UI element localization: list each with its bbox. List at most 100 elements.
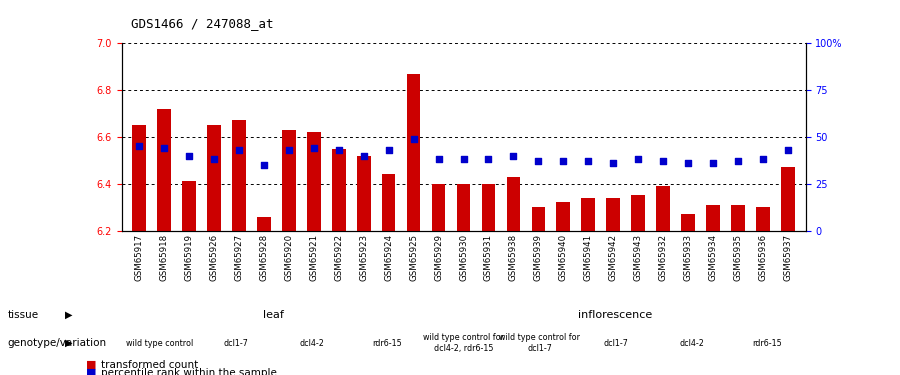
Text: inflorescence: inflorescence bbox=[579, 310, 652, 320]
Text: GSM65938: GSM65938 bbox=[508, 234, 518, 281]
Text: GSM65936: GSM65936 bbox=[759, 234, 768, 281]
Point bbox=[131, 143, 146, 149]
Bar bbox=[356, 156, 371, 231]
Point bbox=[706, 160, 720, 166]
Point bbox=[231, 147, 246, 153]
Text: wild type control for
dcl4-2, rdr6-15: wild type control for dcl4-2, rdr6-15 bbox=[423, 333, 504, 353]
Bar bbox=[282, 130, 295, 231]
Point bbox=[356, 153, 371, 159]
Text: rdr6-15: rdr6-15 bbox=[752, 339, 782, 348]
Bar bbox=[456, 184, 471, 231]
Text: GSM65923: GSM65923 bbox=[359, 234, 368, 281]
Point bbox=[482, 156, 496, 162]
Text: ▶: ▶ bbox=[65, 310, 72, 320]
Text: genotype/variation: genotype/variation bbox=[7, 338, 106, 348]
Point bbox=[781, 147, 796, 153]
Point bbox=[331, 147, 346, 153]
Text: GSM65929: GSM65929 bbox=[434, 234, 443, 281]
Text: GSM65924: GSM65924 bbox=[384, 234, 393, 281]
Text: ■: ■ bbox=[86, 360, 96, 369]
Point bbox=[581, 158, 596, 164]
Bar bbox=[681, 214, 695, 231]
Bar bbox=[532, 207, 545, 231]
Text: ▶: ▶ bbox=[65, 338, 72, 348]
Point bbox=[556, 158, 571, 164]
Text: GSM65939: GSM65939 bbox=[534, 234, 543, 281]
Point bbox=[431, 156, 446, 162]
Point bbox=[631, 156, 645, 162]
Bar bbox=[332, 148, 346, 231]
Point bbox=[731, 158, 745, 164]
Point bbox=[681, 160, 696, 166]
Text: GSM65930: GSM65930 bbox=[459, 234, 468, 281]
Text: tissue: tissue bbox=[7, 310, 39, 320]
Text: leaf: leaf bbox=[263, 310, 284, 320]
Point bbox=[756, 156, 770, 162]
Bar bbox=[407, 74, 420, 231]
Text: GSM65937: GSM65937 bbox=[784, 234, 793, 281]
Text: GSM65935: GSM65935 bbox=[734, 234, 742, 281]
Text: GSM65922: GSM65922 bbox=[334, 234, 343, 281]
Text: dcl4-2: dcl4-2 bbox=[680, 339, 704, 348]
Bar bbox=[731, 205, 745, 231]
Bar bbox=[182, 182, 196, 231]
Text: GSM65926: GSM65926 bbox=[210, 234, 219, 281]
Bar bbox=[706, 205, 720, 231]
Point bbox=[456, 156, 471, 162]
Point bbox=[207, 156, 221, 162]
Point bbox=[282, 147, 296, 153]
Bar bbox=[482, 184, 495, 231]
Bar bbox=[632, 195, 645, 231]
Text: wild type control for
dcl1-7: wild type control for dcl1-7 bbox=[499, 333, 580, 353]
Point bbox=[407, 136, 421, 142]
Point bbox=[531, 158, 545, 164]
Text: GSM65925: GSM65925 bbox=[410, 234, 418, 281]
Point bbox=[656, 158, 670, 164]
Text: GSM65928: GSM65928 bbox=[259, 234, 268, 281]
Text: transformed count: transformed count bbox=[101, 360, 198, 369]
Text: dcl1-7: dcl1-7 bbox=[223, 339, 248, 348]
Text: GSM65934: GSM65934 bbox=[708, 234, 717, 281]
Text: GSM65920: GSM65920 bbox=[284, 234, 293, 281]
Text: dcl1-7: dcl1-7 bbox=[603, 339, 628, 348]
Text: wild type control: wild type control bbox=[126, 339, 194, 348]
Bar bbox=[756, 207, 770, 231]
Text: rdr6-15: rdr6-15 bbox=[373, 339, 402, 348]
Bar bbox=[307, 132, 320, 231]
Text: GSM65941: GSM65941 bbox=[584, 234, 593, 281]
Text: GSM65932: GSM65932 bbox=[659, 234, 668, 281]
Bar bbox=[781, 167, 795, 231]
Point bbox=[506, 153, 520, 159]
Bar bbox=[581, 198, 595, 231]
Text: dcl4-2: dcl4-2 bbox=[299, 339, 324, 348]
Text: GSM65943: GSM65943 bbox=[634, 234, 643, 281]
Text: GSM65933: GSM65933 bbox=[684, 234, 693, 281]
Point bbox=[382, 147, 396, 153]
Text: GSM65942: GSM65942 bbox=[608, 234, 617, 281]
Text: GSM65919: GSM65919 bbox=[184, 234, 194, 281]
Text: GSM65927: GSM65927 bbox=[234, 234, 243, 281]
Point bbox=[157, 145, 171, 151]
Text: GSM65918: GSM65918 bbox=[159, 234, 168, 281]
Text: GSM65940: GSM65940 bbox=[559, 234, 568, 281]
Bar bbox=[132, 125, 146, 231]
Bar bbox=[382, 174, 395, 231]
Text: GSM65917: GSM65917 bbox=[134, 234, 143, 281]
Point bbox=[182, 153, 196, 159]
Bar bbox=[232, 120, 246, 231]
Text: GSM65921: GSM65921 bbox=[310, 234, 319, 281]
Text: GSM65931: GSM65931 bbox=[484, 234, 493, 281]
Point bbox=[606, 160, 620, 166]
Point bbox=[256, 162, 271, 168]
Point bbox=[307, 145, 321, 151]
Bar bbox=[256, 217, 271, 231]
Bar bbox=[158, 109, 171, 231]
Text: GDS1466 / 247088_at: GDS1466 / 247088_at bbox=[130, 17, 273, 30]
Bar bbox=[207, 125, 220, 231]
Bar bbox=[556, 202, 571, 231]
Bar bbox=[432, 184, 446, 231]
Text: percentile rank within the sample: percentile rank within the sample bbox=[101, 368, 276, 375]
Text: ■: ■ bbox=[86, 368, 96, 375]
Bar bbox=[607, 198, 620, 231]
Bar bbox=[507, 177, 520, 231]
